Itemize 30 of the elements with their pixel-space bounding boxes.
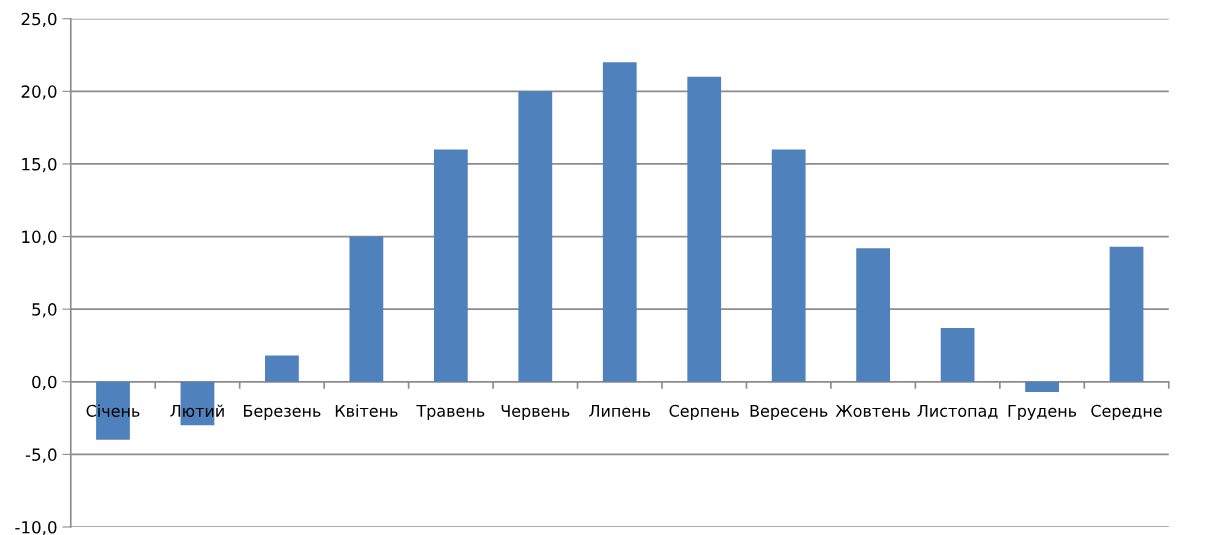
x-tick-label: Березень (244, 405, 321, 420)
bar (1109, 246, 1144, 382)
x-tick-label: Жовтень (835, 405, 910, 417)
x-tick-label: Липень (589, 405, 651, 417)
bar (687, 76, 722, 382)
x-tick-label: Вересень (750, 405, 828, 420)
x-tick-label: Грудень (1008, 405, 1077, 420)
y-tick-label: 25,0 (21, 12, 57, 27)
y-tick-label: 5,0 (32, 303, 57, 318)
bar (856, 248, 891, 382)
x-tick-label: Травень (416, 405, 485, 420)
x-tick-label: Середне (1091, 404, 1162, 420)
y-tick-label: 20,0 (21, 85, 57, 100)
bar (771, 149, 806, 382)
y-tick-label: 0,0 (32, 375, 57, 391)
x-tick-label: Серпень (669, 404, 739, 420)
bar (433, 149, 468, 382)
y-tick-label: -5,0 (25, 448, 57, 463)
y-tick-label: 10,0 (22, 230, 57, 245)
bar (265, 355, 299, 382)
bar (349, 236, 384, 382)
x-tick-label: Листопад (917, 405, 998, 419)
y-tick-label: -10,0 (15, 520, 57, 535)
x-tick-label: Квітень (335, 404, 398, 417)
bar (602, 62, 637, 382)
bar (518, 91, 553, 382)
bar (940, 328, 975, 382)
bar (1025, 381, 1059, 392)
y-tick-label: 15,0 (22, 157, 57, 173)
x-tick-label: Червень (501, 405, 570, 420)
